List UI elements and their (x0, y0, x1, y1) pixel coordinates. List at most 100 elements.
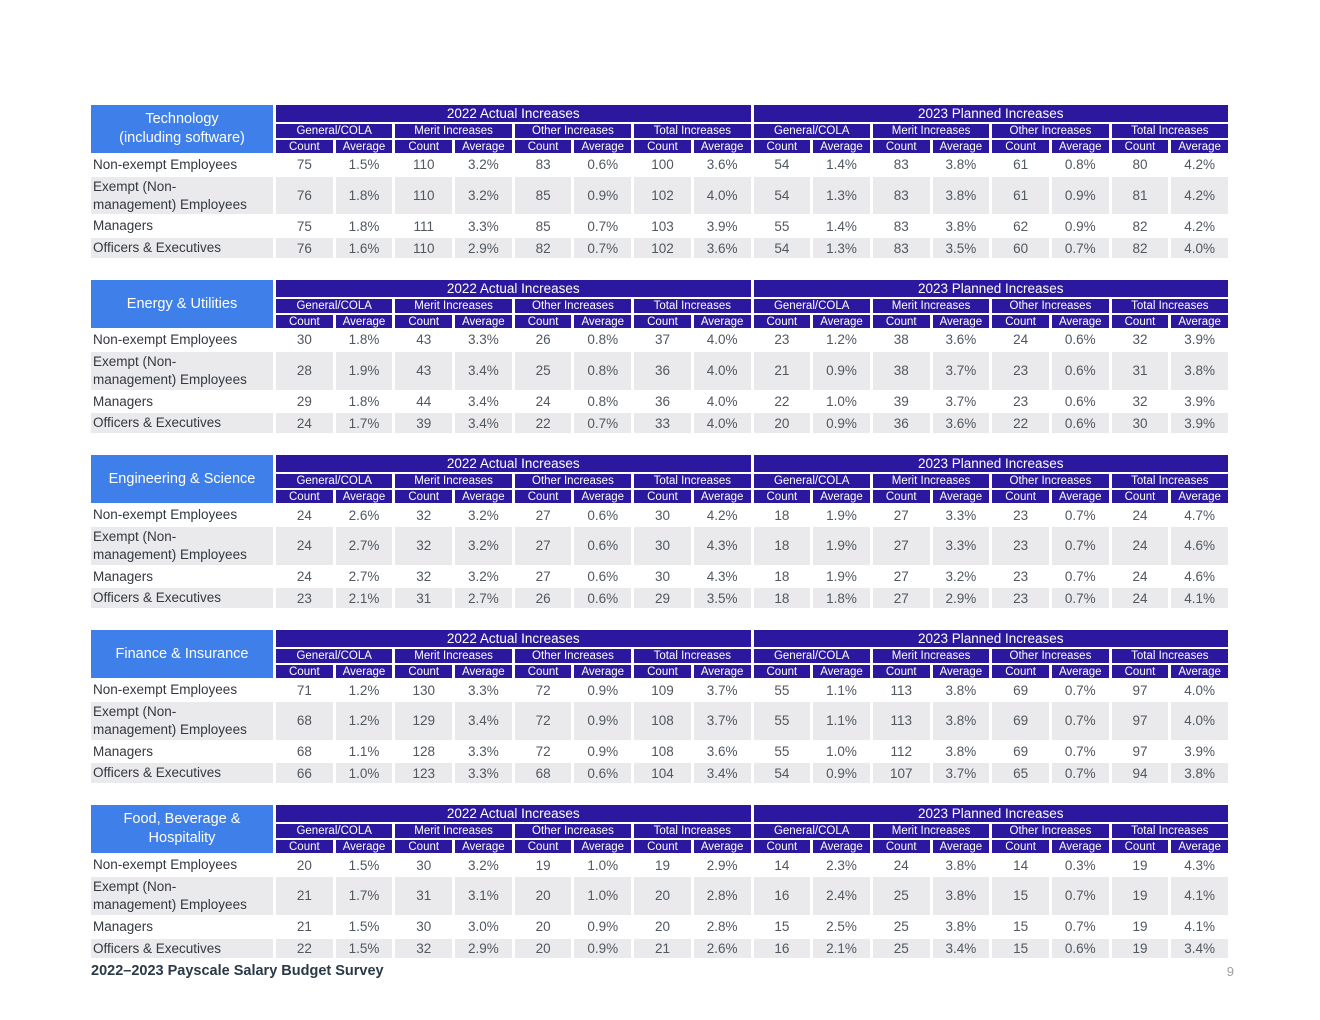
employee-category-line: Exempt (Non- (93, 178, 177, 194)
data-cell: 1.2% (813, 330, 870, 350)
subgroup-header: Total Increases (634, 824, 751, 839)
data-cell: 21 (276, 877, 333, 915)
data-cell: 22 (753, 391, 811, 412)
metric-header: Count (514, 140, 572, 153)
data-cell: 3.6% (693, 741, 751, 762)
metric-header: Average (574, 490, 632, 504)
data-cell: 130 (395, 680, 453, 700)
data-cell: 22 (276, 938, 333, 959)
data-cell: 25 (872, 938, 930, 959)
data-cell: 32 (1111, 391, 1169, 412)
data-cell: 68 (276, 702, 333, 740)
data-cell: 0.9% (574, 680, 632, 700)
subgroup-header: Other Increases (514, 124, 632, 138)
data-cell: 1.3% (813, 238, 870, 259)
employee-category-line: Officers & Executives (93, 765, 222, 781)
data-cell: 3.3% (455, 680, 512, 700)
data-cell: 0.7% (574, 216, 632, 237)
data-cell: 3.2% (455, 566, 512, 587)
employee-category-line: Exempt (Non- (93, 704, 177, 719)
data-cell: 128 (395, 741, 453, 762)
data-cell: 36 (634, 351, 691, 390)
data-cell: 110 (395, 238, 453, 259)
data-cell: 24 (872, 855, 930, 876)
table-row: Managers 24 2.7% 32 3.2% 27 0.6% 30 4.3% 18 1.9% 27… (91, 566, 1228, 587)
data-cell: 81 (1111, 176, 1169, 215)
data-cell: 3.3% (932, 526, 990, 565)
data-cell: 0.7% (574, 238, 632, 259)
employee-category-line: Officers & Executives (93, 590, 222, 606)
metric-header: Count (992, 140, 1049, 153)
metric-header: Average (1171, 315, 1228, 329)
data-cell: 2.8% (693, 877, 751, 915)
data-cell: 3.7% (932, 763, 990, 784)
data-cell: 103 (634, 216, 691, 237)
data-cell: 1.9% (335, 351, 393, 390)
employee-category-label: Non-exempt Employees (91, 680, 273, 700)
data-cell: 25 (872, 916, 930, 937)
data-cell: 0.9% (1051, 216, 1109, 237)
metric-header: Average (335, 140, 393, 153)
data-cell: 1.2% (335, 680, 393, 700)
metric-header: Count (872, 490, 930, 504)
data-cell: 1.0% (574, 855, 632, 876)
metric-header: Average (574, 840, 632, 854)
data-cell: 2.6% (335, 505, 393, 525)
data-cell: 18 (753, 588, 811, 609)
data-cell: 18 (753, 566, 811, 587)
subgroup-header: Merit Increases (872, 824, 990, 839)
metric-header: Average (813, 490, 870, 504)
subgroup-header: General/COLA (753, 124, 870, 138)
data-cell: 0.7% (1051, 238, 1109, 259)
employee-category-line: management) Employees (93, 721, 247, 737)
data-cell: 0.8% (574, 330, 632, 350)
data-cell: 3.3% (455, 330, 512, 350)
data-cell: 0.7% (574, 413, 632, 434)
subgroup-header: Other Increases (514, 824, 632, 839)
data-cell: 2.7% (335, 526, 393, 565)
subgroup-header: General/COLA (276, 124, 393, 138)
data-cell: 104 (634, 763, 691, 784)
metric-header: Count (753, 140, 811, 153)
subgroup-header: Merit Increases (395, 124, 512, 138)
data-cell: 3.8% (932, 680, 990, 700)
data-cell: 4.0% (693, 391, 751, 412)
employee-category-label: Exempt (Non-management) Employees (91, 351, 273, 390)
table-row: Exempt (Non-management) Employees 76 1.8% 1… (91, 176, 1228, 215)
metric-header: Average (455, 140, 512, 153)
data-cell: 54 (753, 763, 811, 784)
data-cell: 3.5% (693, 588, 751, 609)
data-cell: 75 (276, 216, 333, 237)
data-cell: 3.2% (455, 505, 512, 525)
metric-header: Count (395, 315, 453, 329)
metric-header: Count (753, 490, 811, 504)
data-cell: 2.9% (455, 938, 512, 959)
data-cell: 3.9% (693, 216, 751, 237)
data-cell: 0.9% (1051, 176, 1109, 215)
data-cell: 24 (514, 391, 572, 412)
metric-header: Average (932, 315, 990, 329)
data-cell: 38 (872, 351, 930, 390)
data-cell: 19 (634, 855, 691, 876)
data-cell: 20 (634, 916, 691, 937)
data-cell: 3.8% (932, 877, 990, 915)
subgroup-header: Total Increases (634, 474, 751, 489)
data-cell: 3.8% (932, 855, 990, 876)
table-row: Exempt (Non-management) Employees 21 1.7% 3… (91, 877, 1228, 915)
subgroup-header: Other Increases (514, 299, 632, 314)
data-cell: 60 (992, 238, 1049, 259)
data-cell: 18 (753, 505, 811, 525)
data-cell: 0.8% (574, 351, 632, 390)
year-group-header: 2023 Planned Increases (753, 280, 1228, 298)
table-row: Managers 21 1.5% 30 3.0% 20 0.9% 20 2.8% 15 2.5% 25… (91, 916, 1228, 937)
data-cell: 0.9% (574, 916, 632, 937)
metric-header: Count (514, 315, 572, 329)
data-cell: 110 (395, 176, 453, 215)
employee-category-line: Non-exempt Employees (93, 507, 238, 523)
employee-category-label: Non-exempt Employees (91, 855, 273, 876)
data-cell: 43 (395, 351, 453, 390)
data-cell: 1.5% (335, 938, 393, 959)
data-cell: 21 (634, 938, 691, 959)
data-cell: 1.0% (813, 741, 870, 762)
data-cell: 3.3% (455, 741, 512, 762)
